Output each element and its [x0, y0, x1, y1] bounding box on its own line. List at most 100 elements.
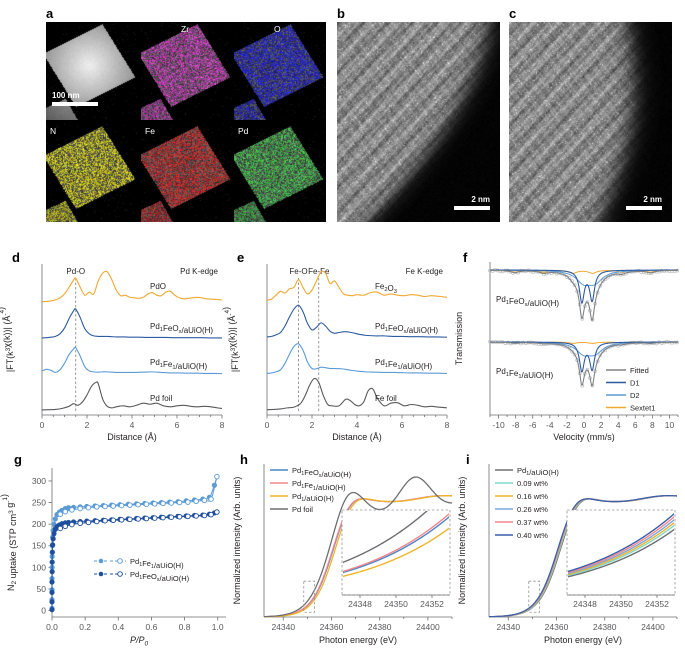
svg-text:0.09 wt%: 0.09 wt%	[517, 479, 548, 488]
svg-text:Normalized intensity (Arb. uni: Normalized intensity (Arb. units)	[232, 477, 242, 605]
svg-text:Photon energy (eV): Photon energy (eV)	[544, 635, 622, 645]
scalebar-b	[454, 206, 490, 210]
scalebar-a	[52, 102, 98, 106]
panel-g-legend: Pd1Fe1/aUiO(H)Pd1FeOx/aUiO(H)	[94, 557, 190, 583]
eds-map-label-pd: Pd	[238, 126, 248, 136]
eds-map-label-n: N	[50, 126, 56, 136]
svg-text:1.0: 1.0	[212, 622, 224, 632]
svg-text:|FT(k3χ(k))| (Å-4): |FT(k3χ(k))| (Å-4)	[0, 307, 15, 372]
svg-text:P/P0: P/P0	[130, 635, 149, 648]
svg-text:2: 2	[599, 420, 604, 430]
svg-text:24352: 24352	[420, 599, 444, 609]
svg-text:0: 0	[41, 606, 46, 616]
eds-map-zr: Zr	[141, 22, 232, 120]
eds-map-fe: Fe	[141, 124, 232, 222]
mossbauer-spectrum	[489, 268, 679, 321]
panel-i-chart: 24340 24360 24380 24400Photon energy (eV)No…	[453, 454, 685, 661]
svg-text:Transmission: Transmission	[454, 312, 464, 365]
svg-text:24348: 24348	[573, 599, 597, 609]
panel-a-eds-maps: 100 nm Zr O N Fe Pd	[46, 22, 326, 222]
svg-text:0: 0	[582, 420, 587, 430]
svg-text:Pd1FeOx/aUiO(H): Pd1FeOx/aUiO(H)	[292, 466, 352, 479]
svgh-legend: Pd1FeOx/aUiO(H)Pd1Fe1/aUiO(H)Pd1/aUiO(H)…	[270, 466, 352, 514]
scalebar-c-label: 2 nm	[643, 195, 662, 204]
scalebar-b-label: 2 nm	[471, 195, 490, 204]
svg-text:0.26 wt%: 0.26 wt%	[517, 505, 548, 514]
svg-text:250: 250	[32, 498, 46, 508]
eds-map-pd: Pd	[234, 124, 325, 222]
svg-text:Pd1FeOx/aUiO(H): Pd1FeOx/aUiO(H)	[130, 570, 190, 583]
panel-label-b: b	[337, 6, 345, 21]
svg-text:24348: 24348	[348, 599, 372, 609]
eds-map-n: N	[46, 124, 137, 222]
svg-text:Pd-O: Pd-O	[66, 267, 85, 276]
svg-text:Pd1Fe1/aUiO(H): Pd1Fe1/aUiO(H)	[130, 557, 184, 570]
svg-text:0.16 wt%: 0.16 wt%	[517, 492, 548, 501]
eds-map-label-zr: Zr	[181, 24, 189, 34]
svg-text:24360: 24360	[320, 622, 344, 632]
panel-b-stem-image: 2 nm	[337, 22, 500, 222]
svg-text:D1: D1	[630, 379, 640, 388]
svg-text:24350: 24350	[384, 599, 408, 609]
svg-text:24340: 24340	[271, 622, 295, 632]
svg-text:0.2: 0.2	[79, 622, 91, 632]
svg-text:Fe2O3: Fe2O3	[375, 282, 397, 295]
svg-text:-8: -8	[512, 420, 520, 430]
svg-text:4: 4	[355, 420, 360, 430]
panel-h-chart: 24340 24360 24380 24400Photon energy (eV)No…	[228, 454, 458, 661]
svg-text:Pd foil: Pd foil	[292, 505, 313, 514]
svg-text:200: 200	[32, 519, 46, 529]
svg-text:Fe K-edge: Fe K-edge	[406, 267, 444, 276]
svg-text:2: 2	[85, 420, 90, 430]
svg-text:Velocity (mm/s): Velocity (mm/s)	[553, 432, 615, 442]
panel-label-a: a	[46, 6, 53, 21]
svg-text:Fe-O: Fe-O	[289, 267, 307, 276]
panel-c-stem-image: 2 nm	[509, 22, 672, 222]
svgh-inset: 24348 24350 24352	[342, 489, 450, 609]
svg-text:-6: -6	[529, 420, 537, 430]
svg-text:-4: -4	[546, 420, 554, 430]
svg-text:24400: 24400	[641, 622, 665, 632]
svg-text:Pd1Fe1/aUiO(H): Pd1Fe1/aUiO(H)	[292, 479, 346, 492]
svg-text:0.0: 0.0	[46, 622, 58, 632]
svg-text:N2 uptake (STP cm3 g-1): N2 uptake (STP cm3 g-1)	[0, 494, 18, 591]
svg-text:2: 2	[310, 420, 315, 430]
svg-text:Pd1/aUiO(H): Pd1/aUiO(H)	[517, 466, 559, 477]
svg-text:Pd1FeOx/aUiO(H): Pd1FeOx/aUiO(H)	[496, 295, 559, 308]
svg-text:100: 100	[32, 562, 46, 572]
svg-text:-2: -2	[563, 420, 571, 430]
svg-text:Normalized intensity (Arb. uni: Normalized intensity (Arb. units)	[457, 477, 467, 605]
svg-text:6: 6	[175, 420, 180, 430]
svg-text:24352: 24352	[645, 599, 669, 609]
isotherm-series	[50, 474, 219, 610]
eds-map-label-fe: Fe	[145, 126, 155, 136]
scalebar-c	[626, 206, 662, 210]
svg-text:Fe foil: Fe foil	[375, 394, 397, 403]
panel-e-chart: 0 2 4 6 8 Distance (Å) |FT(k3χ(k))| (Å-4) Fe K-…	[225, 252, 453, 452]
svg-text:0.40 wt%: 0.40 wt%	[517, 531, 548, 540]
svg-text:Pd1Fe1/aUiO(H): Pd1Fe1/aUiO(H)	[150, 358, 207, 371]
svg-text:0.37 wt%: 0.37 wt%	[517, 518, 548, 527]
svg-text:8: 8	[650, 420, 655, 430]
svg-text:0.8: 0.8	[179, 622, 191, 632]
svg-text:0.6: 0.6	[146, 622, 158, 632]
svg-text:50: 50	[37, 584, 47, 594]
panel-f-chart: -10 -8 -6 -4 -2 0 2 4 6 8 10 Velocity (mm/s) Transmi…	[450, 252, 685, 452]
svg-text:Pd1/aUiO(H): Pd1/aUiO(H)	[292, 492, 334, 503]
svg-text:4: 4	[616, 420, 621, 430]
svg-text:PdO: PdO	[150, 282, 166, 291]
svg-text:4: 4	[130, 420, 135, 430]
svg-text:6: 6	[400, 420, 405, 430]
svg-text:0: 0	[40, 420, 45, 430]
svg-text:0.4: 0.4	[112, 622, 124, 632]
svg-text:Fitted: Fitted	[630, 366, 649, 375]
svg-text:6: 6	[633, 420, 638, 430]
svg-text:Pd1FeOx/aUiO(H): Pd1FeOx/aUiO(H)	[375, 322, 438, 335]
svg-text:Pd1FeOx/aUiO(H): Pd1FeOx/aUiO(H)	[150, 322, 213, 335]
eds-map-o: O	[234, 22, 325, 120]
panel-f-legend: Fitted D1 D2 Sextet1	[606, 366, 655, 413]
svg-text:150: 150	[32, 541, 46, 551]
eds-map-haadf: 100 nm	[46, 22, 137, 120]
svg-text:8: 8	[445, 420, 450, 430]
svg-text:Pd foil: Pd foil	[150, 394, 173, 403]
